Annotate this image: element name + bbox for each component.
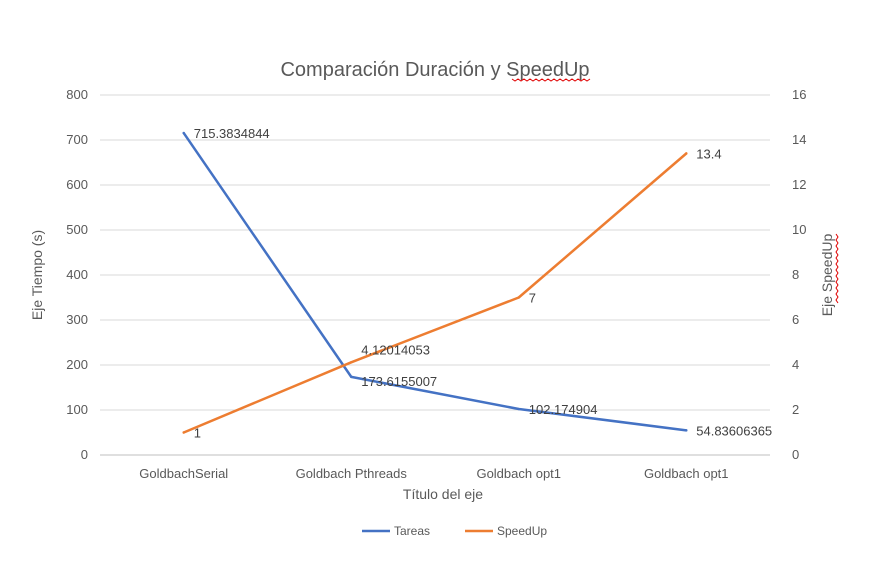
speedup-series-line bbox=[182, 152, 688, 434]
speedup-data-label: 7 bbox=[529, 291, 536, 306]
y2-axis-title: Eje SpeedUp bbox=[819, 234, 835, 317]
y2-tick-label: 14 bbox=[792, 132, 806, 147]
y-tick-label: 600 bbox=[66, 177, 88, 192]
speedup-data-point bbox=[517, 296, 520, 299]
y2-tick-label: 16 bbox=[792, 87, 806, 102]
tareas-data-point bbox=[182, 131, 185, 135]
speedup-data-point bbox=[350, 361, 353, 364]
tareas-data-label: 173.6155007 bbox=[361, 374, 437, 389]
spellcheck-underlines bbox=[511, 78, 839, 304]
title-spellcheck-underline bbox=[511, 78, 591, 82]
y-tick-label: 0 bbox=[81, 447, 88, 462]
y-tick-label: 800 bbox=[66, 87, 88, 102]
tareas-data-label: 54.83606365 bbox=[696, 423, 772, 438]
y2-tick-label: 4 bbox=[792, 357, 799, 372]
y2-tick-label: 10 bbox=[792, 222, 806, 237]
tareas-data-point bbox=[517, 407, 520, 411]
y2-tick-label: 12 bbox=[792, 177, 806, 192]
y-axis-title: Eje Tiempo (s) bbox=[29, 230, 45, 320]
tareas-data-label: 102.174904 bbox=[529, 402, 598, 417]
speedup-data-label: 4.12014053 bbox=[361, 342, 430, 357]
y-tick-label: 300 bbox=[66, 312, 88, 327]
y2-tick-label: 2 bbox=[792, 402, 799, 417]
y-tick-label: 700 bbox=[66, 132, 88, 147]
y-tick-label: 200 bbox=[66, 357, 88, 372]
x-axis-title: Título del eje bbox=[403, 486, 483, 502]
y2-tick-label: 0 bbox=[792, 447, 799, 462]
x-tick-label: GoldbachSerial bbox=[139, 466, 228, 481]
tareas-data-point bbox=[350, 375, 353, 379]
x-axis-ticks: GoldbachSerial Goldbach Pthreads Goldbach … bbox=[139, 466, 728, 481]
left-axis-ticks: 0 100 200 300 400 500 600 700 800 bbox=[66, 87, 88, 462]
y-tick-label: 500 bbox=[66, 222, 88, 237]
tareas-series-line bbox=[182, 131, 688, 432]
data-labels: 715.3834844 173.6155007 102.174904 54.83606… bbox=[194, 126, 772, 440]
x-tick-label: Goldbach opt1 bbox=[476, 466, 561, 481]
tareas-legend-label: Tareas bbox=[394, 524, 430, 538]
gridlines bbox=[100, 94, 770, 456]
y2-tick-label: 8 bbox=[792, 267, 799, 282]
x-tick-label: Goldbach opt1 bbox=[644, 466, 729, 481]
speedup-legend-label: SpeedUp bbox=[497, 524, 547, 538]
right-axis-ticks: 0 2 4 6 8 10 12 14 16 bbox=[792, 87, 806, 462]
y-tick-label: 400 bbox=[66, 267, 88, 282]
speedup-data-label: 1 bbox=[194, 426, 201, 441]
y2-tick-label: 6 bbox=[792, 312, 799, 327]
y-tick-label: 100 bbox=[66, 402, 88, 417]
legend: Tareas SpeedUp bbox=[362, 524, 547, 538]
speedup-data-point bbox=[182, 431, 185, 434]
chart-title: Comparación Duración y SpeedUp bbox=[280, 59, 589, 81]
speedup-data-point bbox=[685, 152, 688, 155]
tareas-data-label: 715.3834844 bbox=[194, 126, 270, 141]
x-tick-label: Goldbach Pthreads bbox=[296, 466, 408, 481]
series-lines bbox=[182, 131, 688, 434]
tareas-data-point bbox=[685, 429, 688, 432]
speedup-data-label: 13.4 bbox=[696, 147, 721, 162]
y2-title-spellcheck-underline bbox=[835, 233, 839, 304]
